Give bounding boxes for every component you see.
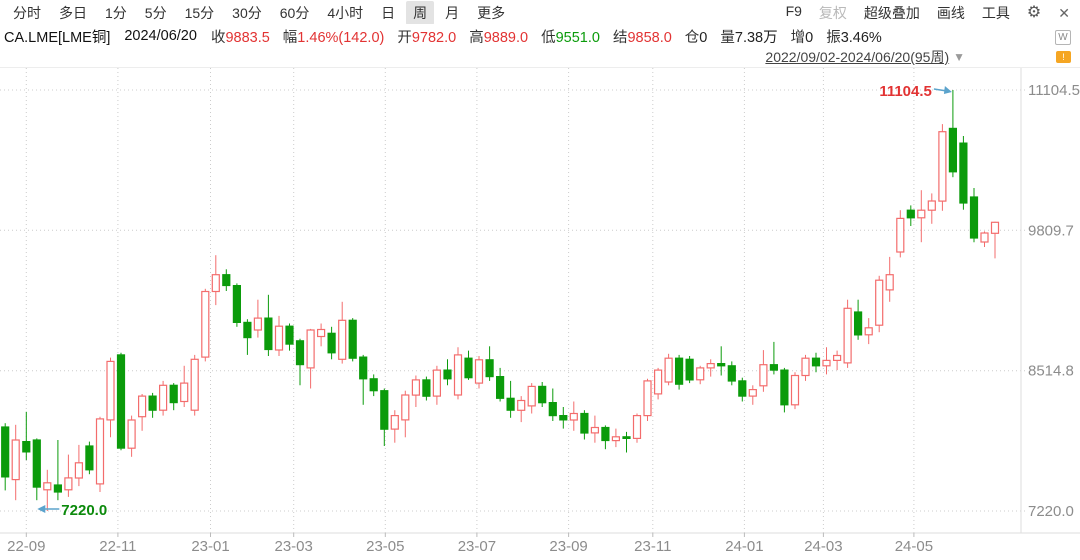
quote-fields: 收9883.5 幅1.46%(142.0) 开9782.0 高9889.0 低9551.… — [211, 26, 895, 47]
header-separator — [0, 67, 1080, 68]
tab-60分[interactable]: 60分 — [279, 4, 310, 21]
svg-text:9809.7: 9809.7 — [1028, 222, 1074, 239]
svg-text:24-01: 24-01 — [725, 538, 763, 555]
settings-gear-icon[interactable]: ⚙ — [1026, 3, 1042, 21]
quote-field-量: 量7.38万 — [720, 29, 778, 46]
svg-text:11104.5: 11104.5 — [879, 83, 932, 100]
tab-15分[interactable]: 15分 — [184, 4, 215, 21]
tab-日[interactable]: 日 — [381, 4, 396, 21]
tab-30分[interactable]: 30分 — [232, 4, 262, 21]
tab-分时[interactable]: 分时 — [13, 4, 41, 21]
quote-field-仓: 仓0 — [684, 29, 708, 46]
svg-text:11104.5: 11104.5 — [1028, 82, 1080, 99]
tab-5分[interactable]: 5分 — [144, 4, 167, 21]
toolbar-right: F9 复权 超级叠加 画线 工具 ⚙ ✕ — [786, 3, 1070, 23]
quote-field-幅: 幅1.46%(142.0) — [282, 29, 385, 46]
date-range-selector: 2022/09/02-2024/06/20(95周) ▼ — [765, 47, 965, 67]
toolbar-item-工具[interactable]: 工具 — [981, 4, 1010, 21]
svg-text:8514.8: 8514.8 — [1028, 363, 1074, 380]
toolbar-item-画线[interactable]: 画线 — [936, 4, 965, 21]
quote-bar: CA.LME[LME铜] 2024/06/20 收9883.5 幅1.46%(14… — [0, 24, 1080, 48]
tab-4小时[interactable]: 4小时 — [327, 4, 364, 21]
chevron-down-icon[interactable]: ▼ — [953, 50, 965, 64]
svg-text:23-03: 23-03 — [275, 538, 313, 555]
svg-text:24-03: 24-03 — [804, 538, 842, 555]
svg-text:24-05: 24-05 — [895, 538, 933, 555]
tab-月[interactable]: 月 — [445, 4, 460, 21]
quote-field-高: 高9889.0 — [469, 29, 529, 46]
quote-field-振: 振3.46% — [826, 29, 882, 46]
svg-text:23-11: 23-11 — [634, 538, 671, 555]
tab-更多[interactable]: 更多 — [477, 4, 506, 21]
svg-text:7220.0: 7220.0 — [1028, 503, 1074, 520]
date-range-label[interactable]: 2022/09/02-2024/06/20(95周) — [765, 49, 950, 65]
quote-field-增: 增0 — [790, 29, 814, 46]
period-tabs: 分时 多日 1分 5分 15分 30分 60分 4小时日周月更多 — [4, 0, 514, 25]
quote-field-低: 低9551.0 — [541, 29, 600, 46]
svg-text:7220.0: 7220.0 — [61, 502, 107, 519]
svg-text:23-05: 23-05 — [366, 538, 404, 555]
tab-多日[interactable]: 多日 — [59, 4, 87, 21]
toolbar-right-items: F9 复权 超级叠加 画线 工具 — [786, 3, 1010, 23]
quote-field-结: 结9858.0 — [612, 29, 672, 46]
svg-text:22-09: 22-09 — [7, 538, 45, 555]
svg-text:22-11: 22-11 — [99, 538, 136, 555]
period-tabbar: 分时 多日 1分 5分 15分 30分 60分 4小时日周月更多 F9 复权 超级叠加 画线 工具 ⚙… — [0, 0, 1080, 25]
quote-field-收: 收9883.5 — [210, 29, 270, 46]
toolbar-item-F9[interactable]: F9 — [785, 2, 802, 19]
alert-widget-icon[interactable]: ! — [1056, 51, 1071, 63]
svg-text:23-09: 23-09 — [549, 538, 587, 555]
window-widget-icon[interactable]: W — [1055, 30, 1071, 45]
svg-text:23-07: 23-07 — [458, 538, 496, 555]
tab-周[interactable]: 周 — [406, 0, 435, 25]
svg-text:23-01: 23-01 — [191, 538, 229, 555]
toolbar-item-超级叠加[interactable]: 超级叠加 — [863, 4, 920, 21]
close-icon[interactable]: ✕ — [1058, 4, 1070, 21]
toolbar-item-复权[interactable]: 复权 — [818, 4, 847, 21]
quote-field-开: 开9782.0 — [397, 29, 457, 46]
symbol-label: CA.LME[LME铜] — [4, 29, 111, 46]
quote-date: 2024/06/20 — [124, 28, 197, 44]
tab-1分[interactable]: 1分 — [105, 4, 127, 21]
